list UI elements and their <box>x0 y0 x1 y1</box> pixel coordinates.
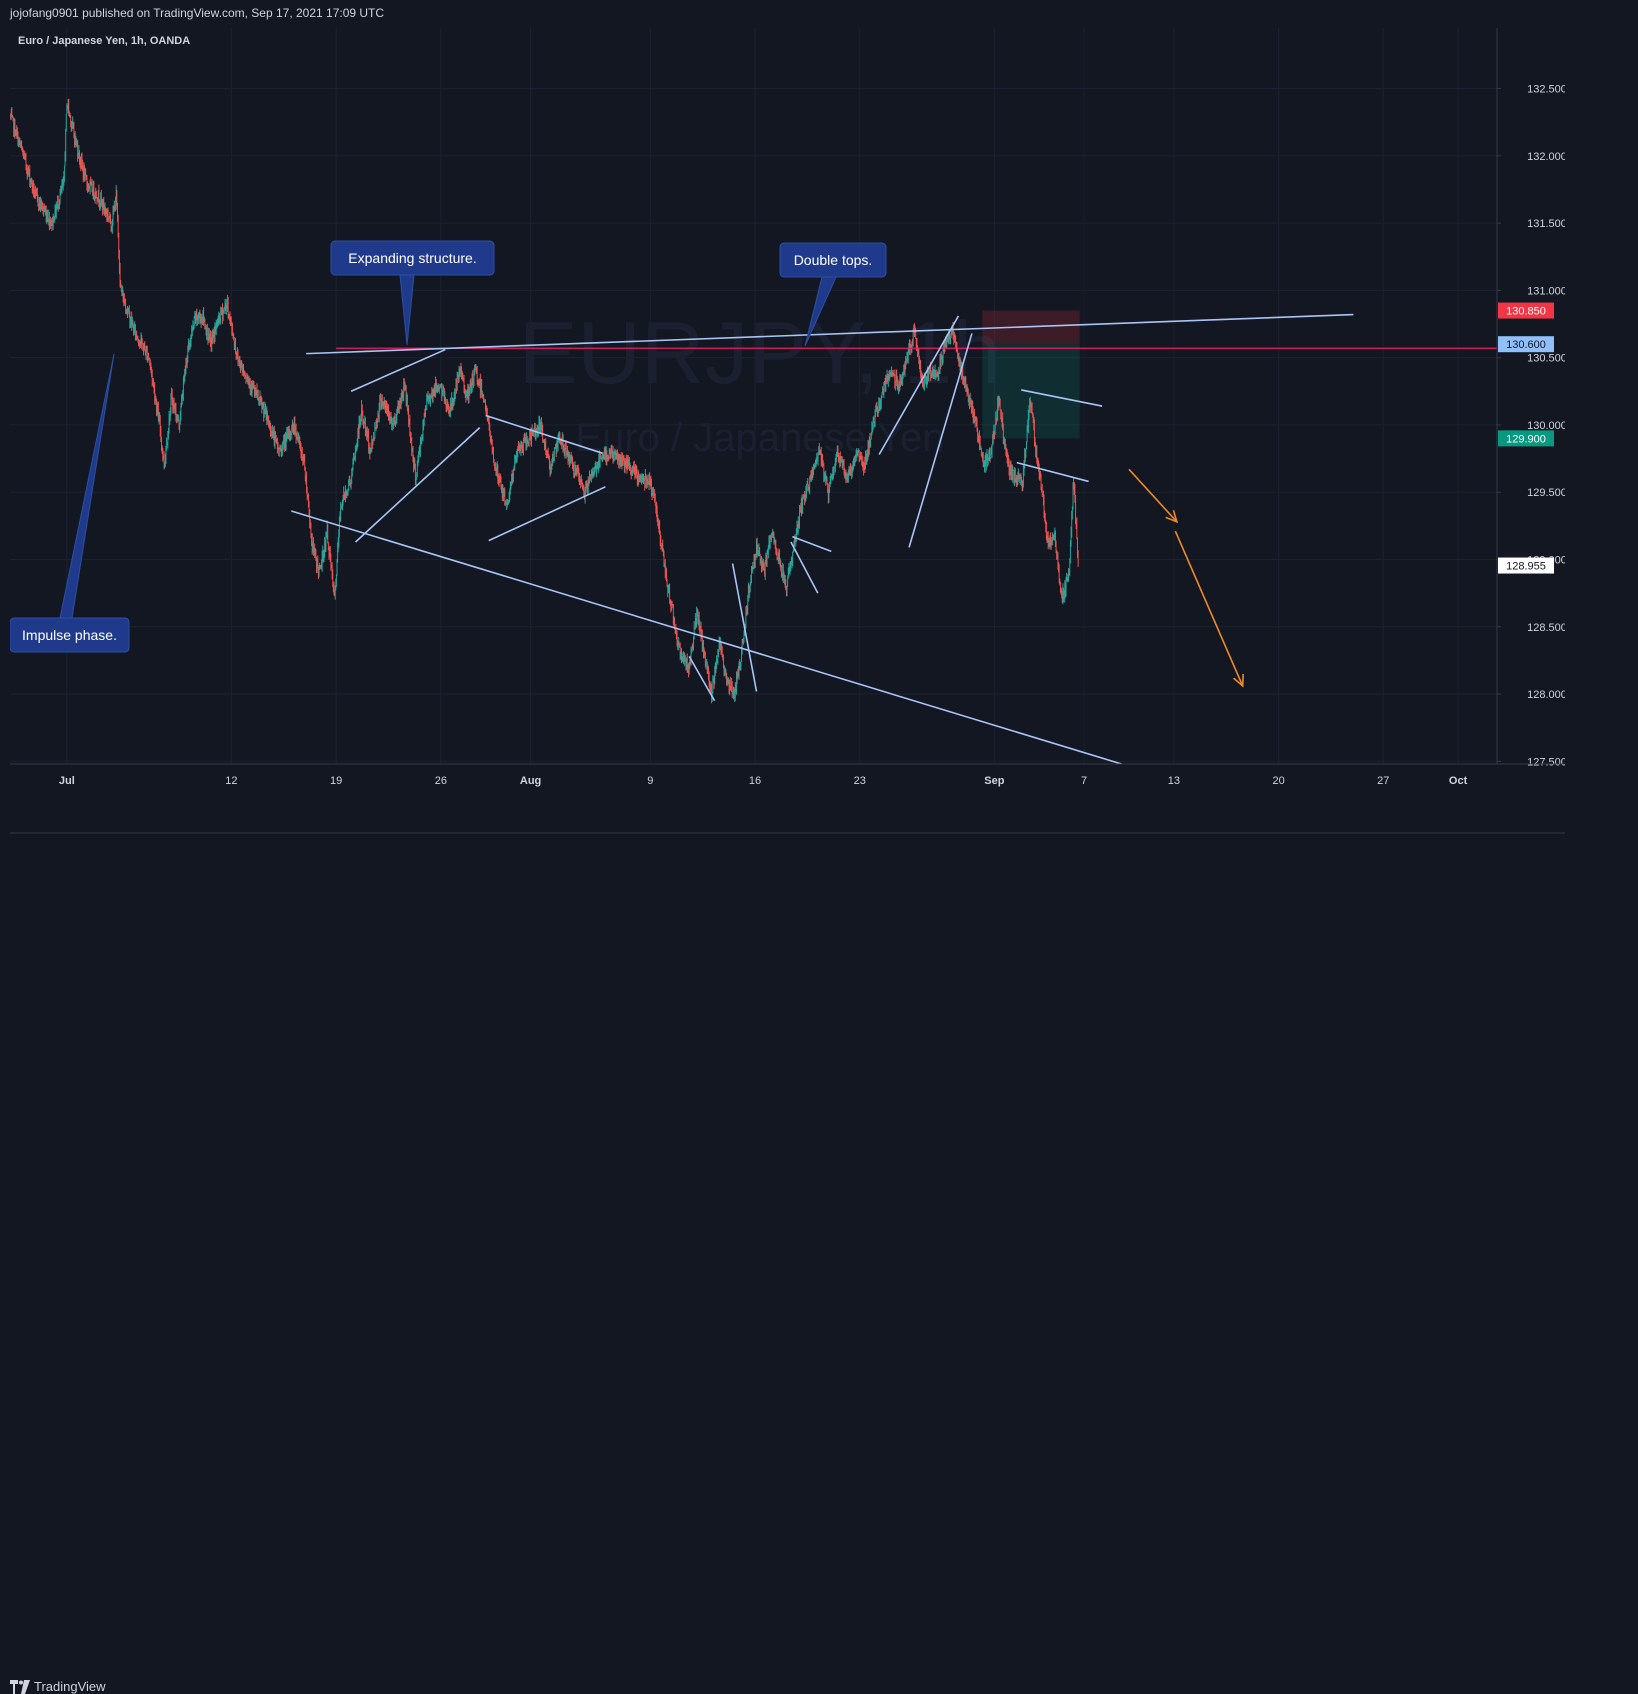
price-tick-label: 132.500 <box>1527 84 1565 96</box>
trendline <box>306 313 1354 355</box>
watermark-symbol: EURJPY, 1h <box>519 303 1002 402</box>
top-bar: jojofang0901 published on TradingView.co… <box>0 0 1638 28</box>
price-label-text: 130.850 <box>1506 306 1546 318</box>
chart-background <box>10 28 1565 834</box>
time-tick-label: 13 <box>1168 775 1180 787</box>
trendline <box>878 315 960 455</box>
projection-arrow <box>1128 468 1178 523</box>
price-tick-label: 132.000 <box>1527 151 1565 163</box>
chart-area[interactable]: EURJPY, 1h Euro / Japanese Yen Impulse pha… <box>9 28 1567 834</box>
trendline <box>1021 389 1103 407</box>
projection-arrowhead <box>1233 673 1244 688</box>
symbol-title: Euro / Japanese Yen, 1h, OANDA <box>18 35 191 47</box>
trendline <box>488 486 606 542</box>
price-tick-label: 128.000 <box>1527 689 1565 701</box>
time-tick-label: Jul <box>59 775 75 787</box>
price-tick-label: 130.500 <box>1527 353 1565 365</box>
callout-text: Impulse phase. <box>22 627 117 643</box>
time-tick-label: 27 <box>1377 775 1389 787</box>
tradingview-brand: TradingView <box>34 1679 106 1694</box>
price-tick-label: 131.000 <box>1527 285 1565 297</box>
callout-box <box>779 242 887 278</box>
price-label-badge <box>1498 336 1554 353</box>
callout-box <box>330 240 495 276</box>
trendline <box>485 414 603 454</box>
annotation-callout: Expanding structure. <box>330 240 495 346</box>
annotation-callout: Impulse phase. <box>9 353 130 653</box>
price-label-text: 128.955 <box>1506 561 1546 573</box>
publisher-line: jojofang0901 published on TradingView.co… <box>10 6 385 20</box>
price-tick-label: 131.500 <box>1527 218 1565 230</box>
time-tick-label: Oct <box>1449 775 1468 787</box>
trendline <box>355 427 481 543</box>
tradingview-logo-icon[interactable] <box>10 1680 30 1694</box>
price-tick-label: 127.500 <box>1527 756 1565 768</box>
price-label-text: 130.600 <box>1506 339 1546 351</box>
time-tick-label: 26 <box>435 775 447 787</box>
trendline <box>908 333 973 548</box>
price-label-badge <box>1498 302 1554 319</box>
time-tick-label: Aug <box>520 775 541 787</box>
price-tick-label: 129.500 <box>1527 487 1565 499</box>
trendline <box>350 348 446 393</box>
projection-arrowhead <box>1165 510 1179 524</box>
price-label-badge <box>1498 557 1554 574</box>
trendline <box>731 563 758 692</box>
trendline <box>792 535 832 553</box>
trendline <box>790 541 819 594</box>
trendline <box>688 655 716 702</box>
time-tick-label: 23 <box>854 775 866 787</box>
annotation-callout: Double tops. <box>779 242 887 347</box>
price-tick-label: 128.500 <box>1527 622 1565 634</box>
time-tick-label: 16 <box>749 775 761 787</box>
price-label-text: 129.900 <box>1506 433 1546 445</box>
price-label-badge <box>1498 430 1554 447</box>
projection-arrow <box>1174 530 1244 687</box>
watermark-name: Euro / Japanese Yen <box>575 416 944 460</box>
time-tick-label: 12 <box>225 775 237 787</box>
trendline <box>1016 461 1089 483</box>
price-chart[interactable]: EURJPY, 1h Euro / Japanese Yen Impulse pha… <box>9 28 1567 834</box>
callout-text: Expanding structure. <box>348 250 476 266</box>
time-tick-label: 9 <box>647 775 653 787</box>
time-tick-label: Sep <box>984 775 1004 787</box>
callout-box <box>9 617 130 653</box>
time-tick-label: 19 <box>330 775 342 787</box>
time-tick-label: 7 <box>1081 775 1087 787</box>
callout-text: Double tops. <box>794 252 873 268</box>
trendline <box>291 510 1122 765</box>
price-tick-label: 130.000 <box>1527 420 1565 432</box>
footer: TradingView <box>0 838 1638 1694</box>
time-tick-label: 20 <box>1272 775 1284 787</box>
